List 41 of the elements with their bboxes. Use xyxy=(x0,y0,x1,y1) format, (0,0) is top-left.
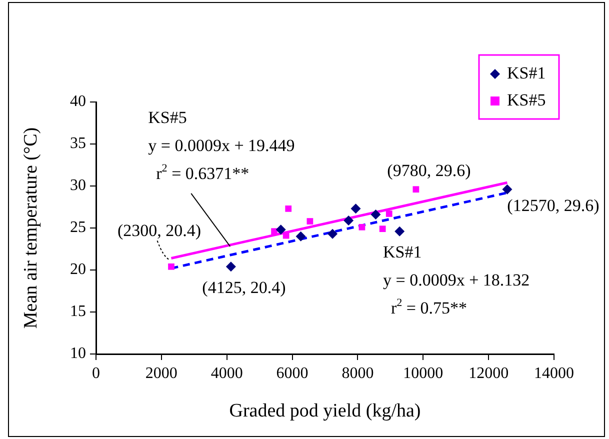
point xyxy=(502,184,512,194)
point xyxy=(358,224,366,230)
x-tick-label: 2000 xyxy=(145,364,178,382)
x-tick-label: 6000 xyxy=(276,364,308,382)
x-tick-label: 14000 xyxy=(534,364,574,382)
point xyxy=(271,228,278,235)
y-tick-label: 20 xyxy=(70,261,86,278)
point xyxy=(285,206,292,212)
point xyxy=(276,224,286,235)
y-axis-title: Mean air temperature (°C) xyxy=(20,127,42,329)
legend-label: KS#1 xyxy=(507,63,546,82)
x-tick-label: 0 xyxy=(92,364,100,382)
legend-label: KS#5 xyxy=(507,90,546,110)
y-tick-label: 25 xyxy=(70,219,86,236)
y-tick-label: 40 xyxy=(70,93,86,110)
y-tick-label: 30 xyxy=(70,177,86,194)
annotation: (12570, 29.6) xyxy=(507,196,600,215)
y-tick-label: 15 xyxy=(70,303,86,320)
point xyxy=(168,263,174,270)
point xyxy=(328,228,338,239)
point xyxy=(370,210,381,220)
point xyxy=(379,226,386,232)
point xyxy=(296,231,306,242)
x-tick-label: 8000 xyxy=(342,364,374,382)
x-tick-label: 10000 xyxy=(403,364,444,382)
x-tick-label: 12000 xyxy=(468,364,509,382)
point xyxy=(226,262,236,272)
point xyxy=(386,210,392,217)
point xyxy=(344,215,354,226)
x-axis-title: Graded pod yield (kg/ha) xyxy=(229,400,421,422)
point xyxy=(412,186,420,193)
point xyxy=(394,226,405,236)
annotation: (4125, 20.4) xyxy=(202,278,286,298)
annotation: (2300, 20.4) xyxy=(117,221,202,240)
annotation: (9780, 29.6) xyxy=(387,160,471,180)
y-tick-label: 35 xyxy=(70,135,86,152)
x-tick-label: 4000 xyxy=(210,364,243,382)
point xyxy=(306,218,314,224)
point xyxy=(350,204,361,214)
y-tick-label: 10 xyxy=(70,345,86,362)
point xyxy=(282,232,290,239)
